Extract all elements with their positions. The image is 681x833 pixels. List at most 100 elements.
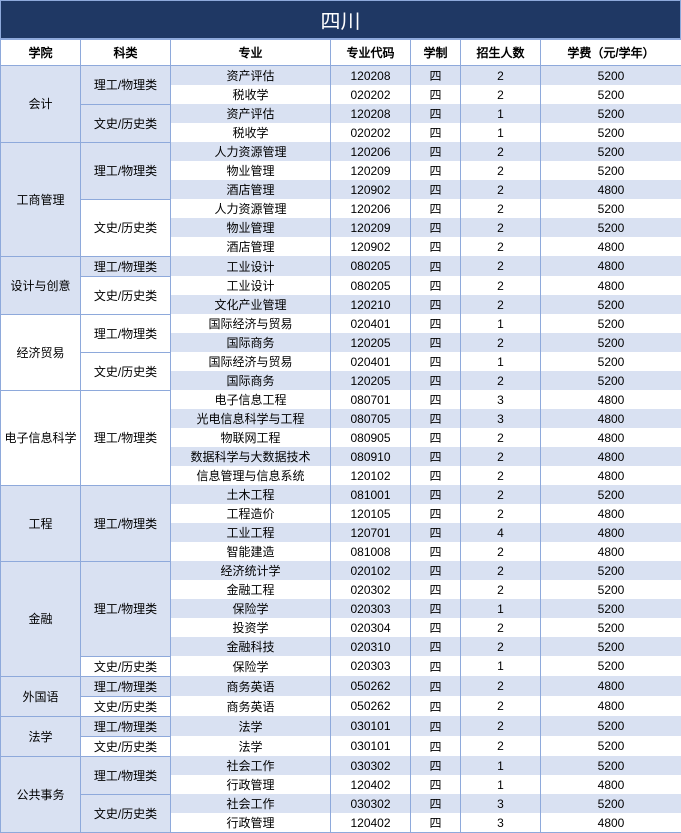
table-row: 外国语理工/物理类商务英语050262四24800 — [1, 676, 681, 696]
cell-college: 经济贸易 — [1, 314, 81, 390]
cell-major: 资产评估 — [171, 104, 331, 123]
cell-num: 2 — [461, 561, 541, 580]
table-row: 设计与创意理工/物理类工业设计080205四24800 — [1, 256, 681, 276]
table-row: 法学理工/物理类法学030101四25200 — [1, 716, 681, 736]
header-code: 专业代码 — [331, 40, 411, 66]
cell-num: 1 — [461, 599, 541, 618]
cell-code: 030101 — [331, 736, 411, 756]
cell-fee: 4800 — [541, 180, 681, 199]
cell-dur: 四 — [411, 352, 461, 371]
cell-num: 1 — [461, 775, 541, 794]
header-college: 学院 — [1, 40, 81, 66]
cell-major: 光电信息科学与工程 — [171, 409, 331, 428]
cell-num: 2 — [461, 85, 541, 104]
cell-dur: 四 — [411, 142, 461, 161]
cell-category: 理工/物理类 — [81, 676, 171, 696]
cell-category: 理工/物理类 — [81, 485, 171, 561]
cell-fee: 5200 — [541, 599, 681, 618]
cell-dur: 四 — [411, 295, 461, 314]
cell-code: 120402 — [331, 775, 411, 794]
cell-code: 120402 — [331, 813, 411, 833]
cell-num: 3 — [461, 390, 541, 409]
cell-fee: 4800 — [541, 390, 681, 409]
table-row: 工商管理理工/物理类人力资源管理120206四25200 — [1, 142, 681, 161]
cell-category: 理工/物理类 — [81, 561, 171, 656]
cell-fee: 5200 — [541, 637, 681, 656]
cell-num: 2 — [461, 618, 541, 637]
table-row: 文史/历史类商务英语050262四24800 — [1, 696, 681, 716]
cell-dur: 四 — [411, 371, 461, 390]
cell-dur: 四 — [411, 716, 461, 736]
cell-category: 文史/历史类 — [81, 199, 171, 256]
cell-code: 120701 — [331, 523, 411, 542]
cell-num: 2 — [461, 295, 541, 314]
cell-major: 物业管理 — [171, 161, 331, 180]
cell-num: 2 — [461, 676, 541, 696]
cell-code: 120205 — [331, 371, 411, 390]
cell-fee: 5200 — [541, 756, 681, 775]
cell-num: 1 — [461, 352, 541, 371]
cell-fee: 4800 — [541, 775, 681, 794]
cell-major: 保险学 — [171, 599, 331, 618]
cell-fee: 5200 — [541, 485, 681, 504]
cell-dur: 四 — [411, 466, 461, 485]
cell-code: 080701 — [331, 390, 411, 409]
cell-major: 人力资源管理 — [171, 142, 331, 161]
cell-major: 信息管理与信息系统 — [171, 466, 331, 485]
cell-num: 2 — [461, 276, 541, 295]
cell-num: 4 — [461, 523, 541, 542]
cell-major: 国际商务 — [171, 371, 331, 390]
cell-category: 理工/物理类 — [81, 314, 171, 352]
cell-code: 081001 — [331, 485, 411, 504]
cell-num: 3 — [461, 794, 541, 813]
cell-code: 020401 — [331, 352, 411, 371]
cell-fee: 5200 — [541, 104, 681, 123]
cell-major: 法学 — [171, 736, 331, 756]
cell-dur: 四 — [411, 390, 461, 409]
table-title: 四川 — [0, 0, 681, 39]
cell-num: 2 — [461, 580, 541, 599]
table-row: 公共事务理工/物理类社会工作030302四15200 — [1, 756, 681, 775]
cell-major: 工业设计 — [171, 276, 331, 295]
cell-major: 智能建造 — [171, 542, 331, 561]
cell-num: 2 — [461, 696, 541, 716]
cell-college: 外国语 — [1, 676, 81, 716]
cell-code: 080705 — [331, 409, 411, 428]
cell-code: 020303 — [331, 599, 411, 618]
cell-major: 保险学 — [171, 656, 331, 676]
cell-fee: 5200 — [541, 716, 681, 736]
cell-fee: 5200 — [541, 161, 681, 180]
cell-fee: 4800 — [541, 504, 681, 523]
cell-dur: 四 — [411, 333, 461, 352]
cell-dur: 四 — [411, 599, 461, 618]
cell-major: 工程造价 — [171, 504, 331, 523]
cell-code: 020202 — [331, 85, 411, 104]
cell-num: 2 — [461, 466, 541, 485]
cell-category: 文史/历史类 — [81, 104, 171, 142]
cell-college: 会计 — [1, 66, 81, 143]
cell-dur: 四 — [411, 314, 461, 333]
cell-num: 2 — [461, 142, 541, 161]
cell-fee: 4800 — [541, 813, 681, 833]
cell-college: 法学 — [1, 716, 81, 756]
cell-dur: 四 — [411, 485, 461, 504]
cell-fee: 5200 — [541, 561, 681, 580]
header-category: 科类 — [81, 40, 171, 66]
cell-dur: 四 — [411, 542, 461, 561]
cell-num: 1 — [461, 104, 541, 123]
cell-num: 2 — [461, 161, 541, 180]
cell-code: 120105 — [331, 504, 411, 523]
cell-major: 金融科技 — [171, 637, 331, 656]
table-row: 经济贸易理工/物理类国际经济与贸易020401四15200 — [1, 314, 681, 333]
cell-code: 030302 — [331, 756, 411, 775]
cell-code: 030302 — [331, 794, 411, 813]
cell-college: 工程 — [1, 485, 81, 561]
cell-major: 税收学 — [171, 123, 331, 142]
cell-category: 文史/历史类 — [81, 276, 171, 314]
data-table: 学院 科类 专业 专业代码 学制 招生人数 学费（元/学年） 会计理工/物理类资… — [0, 39, 681, 833]
cell-code: 120209 — [331, 218, 411, 237]
cell-code: 120209 — [331, 161, 411, 180]
cell-code: 020401 — [331, 314, 411, 333]
cell-num: 3 — [461, 409, 541, 428]
cell-dur: 四 — [411, 580, 461, 599]
